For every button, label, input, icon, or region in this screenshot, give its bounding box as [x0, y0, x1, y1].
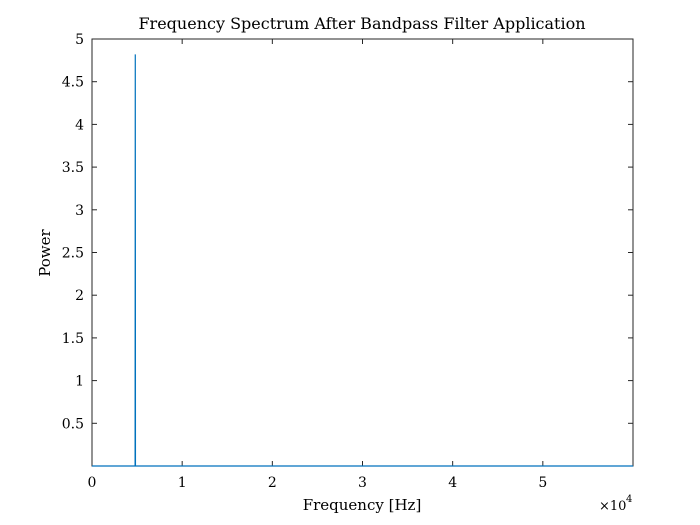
series-group — [92, 54, 633, 467]
axes — [91, 38, 634, 467]
x-tick-label: 4 — [448, 475, 457, 491]
y-tick-label: 4.5 — [62, 75, 84, 91]
y-tick-label: 5 — [75, 32, 84, 48]
x-exponent-power: 4 — [626, 494, 632, 505]
x-tick-label: 5 — [538, 475, 547, 491]
y-tick-label: 3 — [75, 203, 84, 219]
y-tick-label: 3.5 — [62, 160, 84, 176]
y-axis-label: Power — [36, 228, 54, 276]
chart-title: Frequency Spectrum After Bandpass Filter… — [138, 14, 585, 33]
y-tick-label: 1.5 — [62, 331, 84, 347]
x-axis-label: Frequency [Hz] — [303, 496, 422, 514]
y-tick-label: 1 — [75, 374, 84, 390]
y-tick-label: 2 — [75, 288, 84, 304]
x-tick-label: 2 — [268, 475, 277, 491]
plot-frame — [91, 38, 634, 467]
series-line — [92, 54, 633, 467]
y-tick-label: 0.5 — [62, 416, 84, 432]
ticks: 0 1 2 3 4 5 0.5 1 1.5 2 2.5 3 3.5 4 4.5 5 — [62, 32, 633, 491]
y-tick-label: 4 — [75, 117, 84, 133]
x-tick-label: 1 — [178, 475, 187, 491]
x-exponent-label: ×10 — [599, 499, 626, 514]
x-tick-label: 3 — [358, 475, 367, 491]
y-tick-label: 2.5 — [62, 246, 84, 262]
x-tick-label: 0 — [88, 475, 97, 491]
